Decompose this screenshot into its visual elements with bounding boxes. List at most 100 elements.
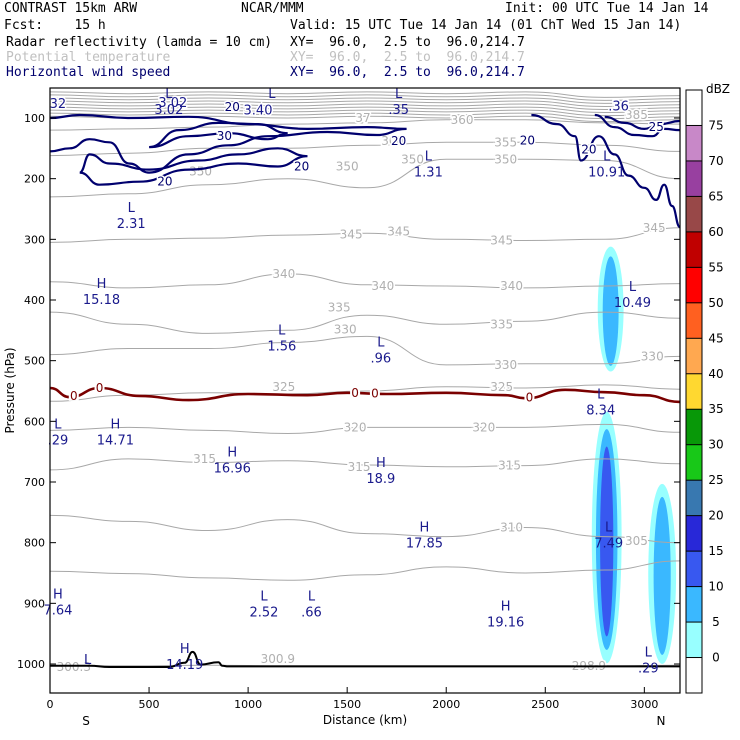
hl-marker-value-14: 18.9	[366, 472, 395, 487]
hl-marker-value-23: .29	[638, 662, 659, 677]
hl-marker-letter-22: L	[84, 653, 92, 668]
theta-label-7: 315	[498, 459, 521, 473]
theta-label-6: 315	[348, 460, 371, 474]
hl-marker-letter-16: L	[605, 521, 613, 536]
hl-marker-letter-18: L	[260, 589, 268, 604]
wind-label-0: 20	[225, 100, 240, 114]
wind-contour-2	[148, 121, 288, 149]
hl-marker-letter-11: L	[54, 418, 62, 433]
freezing-label-bg-4	[524, 391, 535, 403]
wind-label-1: 30	[217, 129, 232, 143]
colorbar-label-3: 15	[708, 544, 723, 558]
wind-contour-3	[531, 113, 680, 229]
theta-label-12: 330	[334, 323, 357, 337]
freezing-label-bg-1	[94, 381, 105, 393]
colorbar-label-9: 45	[708, 331, 723, 345]
hl-marker-letter-1: L	[268, 87, 276, 102]
theta-label-1: 300.3	[57, 660, 91, 674]
theta-contour-7	[50, 311, 680, 334]
colorbar-label-14: 70	[708, 154, 723, 168]
wind-label-3: 20	[157, 175, 172, 189]
wind-contour-5	[604, 115, 680, 131]
north-end-label: N	[657, 714, 666, 728]
colorbar-label-5: 25	[708, 473, 723, 487]
hl-marker-value-11: .29	[48, 434, 69, 449]
hl-marker-letter-2: L	[395, 87, 403, 102]
reflectivity-cell-0-level-2	[602, 256, 619, 366]
theta-contour-12	[50, 119, 680, 131]
hl-marker-letter-15: H	[420, 521, 430, 536]
field-theta-name: Potential temperature	[6, 50, 171, 65]
colorbar-segment-13	[686, 551, 702, 587]
hl-marker-value-21: 14.19	[166, 658, 203, 673]
colorbar-label-7: 35	[708, 402, 723, 416]
theta-top-label-3: 350	[189, 164, 212, 178]
high-low-markers-layer: L3.02L L.35L1.31L10.91L2.31H15.18L1.56L10…	[43, 87, 658, 677]
theta-label-10: 325	[272, 380, 295, 394]
theta-contour-upper-6	[50, 109, 680, 117]
hl-marker-letter-5: L	[128, 201, 136, 216]
reflectivity-cell-2-level-2	[653, 496, 671, 655]
hl-marker-letter-13: H	[227, 446, 237, 461]
theta-top-label-0: 37	[355, 111, 370, 125]
x-tick-label-2: 1000	[234, 698, 262, 711]
colorbar-label-12: 60	[708, 225, 723, 239]
field-wind-xy: XY= 96.0, 2.5 to 96.0,214.7	[290, 65, 525, 80]
x-axis-title: Distance (km)	[323, 713, 407, 727]
hl-marker-letter-9: L	[377, 336, 385, 351]
wind-contour-0	[50, 113, 407, 174]
hl-marker-value-5: 2.31	[117, 217, 146, 232]
colorbar-segment-10	[686, 444, 702, 481]
init-time: Init: 00 UTC Tue 14 Jan 14	[505, 1, 709, 16]
theta-label-18: 340	[371, 279, 394, 293]
wind-label-4: 20	[294, 160, 309, 174]
x-tick-label-5: 2500	[531, 698, 559, 711]
theta-label-14: 330	[641, 349, 664, 363]
hl-marker-value-12: 14.71	[97, 434, 134, 449]
colorbar-label-13: 65	[708, 189, 723, 203]
y-tick-label-1: 200	[24, 173, 45, 186]
colorbar-segment-15	[686, 622, 702, 658]
south-end-label: S	[82, 714, 90, 728]
colorbar-segment-3	[686, 196, 702, 232]
x-tick-label-1: 500	[139, 698, 160, 711]
y-tick-label-8: 900	[24, 597, 45, 610]
reflectivity-cell-1-level-3	[600, 446, 614, 637]
hl-marker-letter-4: L	[603, 149, 611, 164]
theta-contour-2	[50, 514, 680, 544]
y-tick-label-6: 700	[24, 476, 45, 489]
wind-value-2: .36	[608, 99, 629, 114]
hl-marker-letter-14: H	[376, 456, 386, 471]
theta-label-17: 340	[272, 267, 295, 281]
colorbar-segment-7	[686, 338, 702, 374]
wind-contour-4	[594, 113, 680, 138]
colorbar-segment-8	[686, 373, 702, 410]
model-title: CONTRAST 15km ARW	[4, 1, 138, 16]
theta-label-22: 345	[490, 234, 513, 248]
hl-marker-value-7: 1.56	[267, 340, 296, 355]
wind-contours-layer: 20 30 20 20 20 20 20 25 3.02 3.40 .36 32	[50, 94, 680, 229]
x-tick-label-0: 0	[47, 698, 54, 711]
theta-label-5: 315	[193, 452, 216, 466]
colorbar-segment-0	[686, 90, 702, 126]
colorbar-label-4: 20	[708, 509, 723, 523]
hl-marker-value-10: 8.34	[586, 403, 615, 418]
theta-contour-upper-0	[50, 91, 680, 98]
y-tick-label-9: 1000	[17, 658, 45, 671]
y-tick-label-7: 800	[24, 537, 45, 550]
wind-label-6: 20	[581, 143, 596, 157]
theta-contour-5	[50, 384, 680, 402]
colorbar-frame	[685, 89, 703, 694]
theta-top-label-4: 350	[336, 160, 359, 174]
x-tick-label-3: 1500	[333, 698, 361, 711]
hl-marker-value-20: 19.16	[487, 616, 524, 631]
hl-marker-letter-20: H	[501, 600, 511, 615]
theta-label-21: 345	[387, 224, 410, 238]
hl-marker-value-16: 7.49	[594, 537, 623, 552]
reflectivity-layer	[591, 246, 677, 664]
hl-marker-value-19: .66	[301, 605, 322, 620]
colorbar-label-10: 50	[708, 296, 723, 310]
theta-contour-6	[50, 335, 680, 366]
